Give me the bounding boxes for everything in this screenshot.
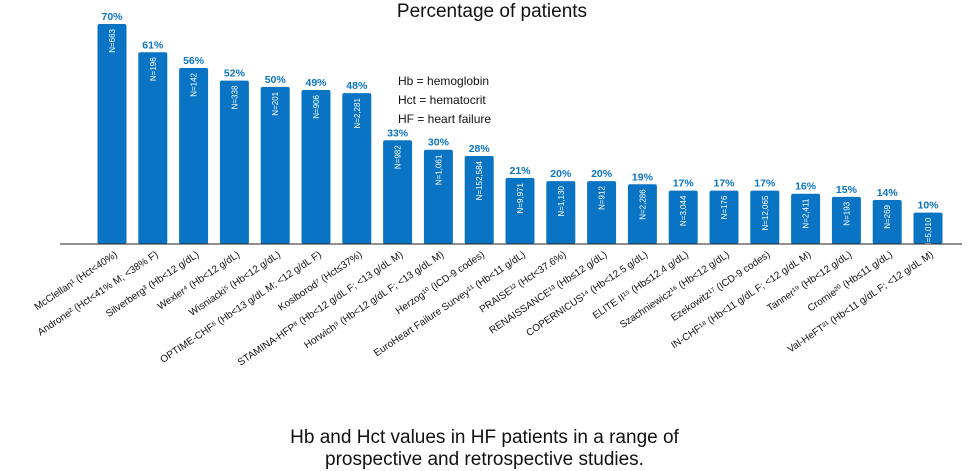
n-label-14: N=2,286: [638, 189, 647, 220]
value-label-6: 49%: [305, 77, 327, 89]
value-label-3: 56%: [183, 55, 205, 67]
bar-6: [301, 90, 331, 244]
value-label-1: 70%: [101, 11, 123, 23]
value-label-11: 21%: [509, 165, 531, 177]
value-label-14: 19%: [632, 171, 654, 183]
bar-7: [342, 93, 372, 244]
category-label-21: Val-HeFT²¹ (Hb<11 g/dL F; <12 g/dL M): [786, 249, 936, 355]
n-label-4: N=338: [230, 85, 239, 109]
value-label-20: 14%: [877, 187, 899, 199]
n-label-2: N=196: [149, 57, 158, 81]
n-label-19: N=193: [842, 201, 851, 225]
n-label-8: N=982: [394, 145, 403, 169]
value-label-4: 52%: [224, 68, 246, 80]
bar-10: [464, 156, 494, 244]
bar-16: [709, 190, 739, 244]
n-label-11: N=9,971: [516, 182, 525, 213]
bar-3: [179, 68, 209, 244]
n-label-18: N=2,411: [802, 198, 811, 228]
n-label-17: N=12,065: [761, 195, 770, 230]
legend-hb: Hb = hemoglobin: [398, 74, 489, 88]
caption-line-1: Hb and Hct values in HF patients in a ra…: [290, 427, 679, 448]
bar-19: [831, 196, 861, 244]
category-label-11: EuroHeart Failure Survey¹¹ (Hb<11 g/dL): [372, 249, 528, 359]
value-label-13: 20%: [591, 168, 613, 180]
bar-18: [791, 193, 821, 244]
value-label-9: 30%: [428, 137, 450, 149]
bar-4: [219, 80, 249, 244]
value-label-8: 33%: [387, 127, 409, 139]
bar-12: [546, 181, 576, 244]
value-label-19: 15%: [836, 184, 858, 196]
bars-layer: 70% N=663 61% N=196 56% N=142 52% N=338 50% N=201…: [97, 11, 943, 248]
chart-title: Percentage of patients: [397, 1, 587, 22]
bar-2: [138, 52, 168, 244]
bar-14: [627, 184, 657, 244]
n-label-16: N=176: [720, 195, 729, 219]
value-label-18: 16%: [795, 181, 817, 193]
legend-hf: HF = heart failure: [398, 112, 491, 126]
n-label-21: N=5,010: [924, 217, 933, 248]
bar-8: [383, 140, 413, 244]
n-label-6: N=906: [312, 94, 321, 118]
value-label-21: 10%: [917, 200, 939, 212]
n-label-9: N=1,061: [434, 154, 443, 185]
value-label-16: 17%: [713, 178, 735, 190]
bar-13: [587, 181, 617, 244]
legend-hct: Hct = hematocrit: [398, 93, 486, 107]
value-label-5: 50%: [265, 74, 287, 86]
bar-5: [260, 86, 290, 245]
n-label-10: N=152,584: [475, 160, 484, 200]
n-label-12: N=1,130: [557, 186, 566, 217]
value-label-12: 20%: [550, 168, 572, 180]
bar-21: [913, 212, 943, 244]
n-label-3: N=142: [190, 72, 199, 96]
n-label-20: N=269: [883, 204, 892, 228]
value-label-7: 48%: [346, 80, 368, 92]
n-label-1: N=663: [108, 28, 117, 52]
n-label-13: N=912: [598, 186, 607, 210]
value-label-17: 17%: [754, 178, 776, 190]
n-label-15: N=3,044: [679, 195, 688, 226]
bar-20: [872, 200, 902, 244]
bar-11: [505, 178, 535, 244]
n-label-7: N=2,281: [353, 98, 362, 129]
bar-17: [750, 190, 780, 244]
abbreviation-legend: Hb = hemoglobin Hct = hematocrit HF = he…: [398, 74, 491, 126]
bar-15: [668, 190, 698, 244]
caption-line-2: prospective and retrospective studies.: [325, 449, 644, 470]
category-labels: McClellan¹ (Hct<40%)Androne² (Hct<41% M;…: [33, 249, 936, 368]
n-label-5: N=201: [271, 91, 280, 115]
value-label-2: 61%: [142, 39, 164, 51]
value-label-15: 17%: [673, 178, 695, 190]
value-label-10: 28%: [469, 143, 491, 155]
bar-9: [423, 149, 453, 244]
figure-caption: Hb and Hct values in HF patients in a ra…: [0, 427, 969, 471]
bar-1: [97, 24, 127, 244]
